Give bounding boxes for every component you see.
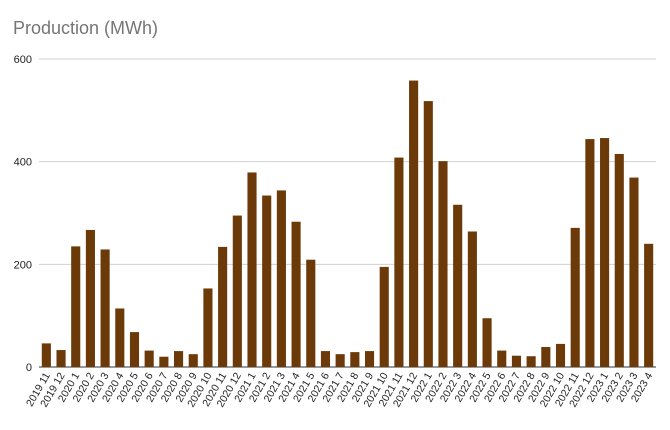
bar	[555, 343, 566, 367]
bar	[570, 227, 580, 367]
bar	[276, 190, 286, 367]
bar	[350, 352, 360, 367]
bar	[409, 80, 419, 367]
bar	[56, 350, 66, 367]
bar	[203, 288, 213, 367]
bar	[85, 229, 95, 367]
bar	[144, 350, 154, 367]
bar	[262, 195, 272, 367]
bar	[335, 354, 345, 367]
y-tick-label: 0	[26, 362, 32, 374]
bar	[320, 351, 331, 367]
bar	[511, 355, 521, 367]
bar	[306, 259, 316, 367]
bar	[364, 351, 375, 367]
y-tick-label: 200	[14, 259, 32, 271]
bar	[541, 346, 551, 367]
bar	[232, 215, 242, 367]
bar	[614, 153, 624, 367]
bar	[115, 308, 125, 367]
bar	[453, 204, 463, 367]
bar	[129, 332, 140, 367]
bar	[467, 231, 477, 367]
bar	[644, 243, 654, 367]
bar	[629, 177, 639, 367]
bar	[291, 221, 301, 367]
bar	[526, 356, 536, 367]
bar	[423, 101, 433, 368]
bar	[188, 354, 198, 367]
bar	[159, 356, 169, 367]
bar	[600, 138, 610, 367]
bar	[585, 139, 595, 367]
bar	[482, 318, 492, 367]
bar	[71, 246, 81, 367]
y-tick-label: 400	[14, 157, 32, 169]
bar	[174, 351, 184, 367]
chart-title: Production (MWh)	[13, 18, 159, 38]
y-tick-label: 600	[14, 54, 32, 66]
bar	[394, 157, 404, 367]
bar	[438, 161, 448, 367]
bar	[497, 350, 507, 367]
bar	[247, 172, 257, 367]
bar	[218, 246, 228, 367]
bar	[379, 266, 389, 367]
bar	[100, 249, 110, 367]
bar	[41, 343, 51, 367]
